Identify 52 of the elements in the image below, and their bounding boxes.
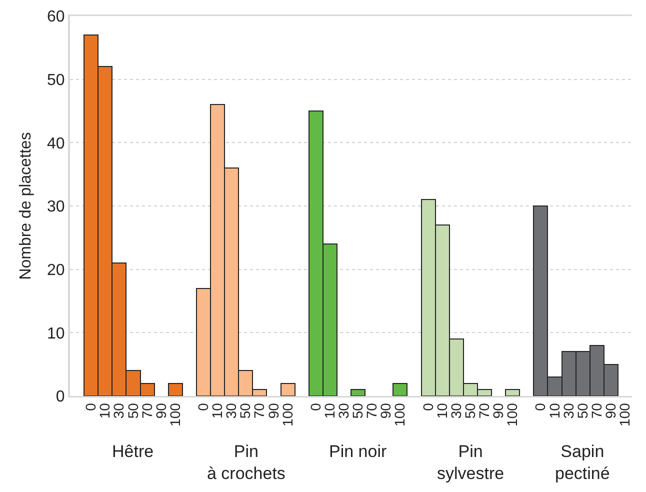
x-tick-label: 30 [110, 402, 127, 419]
x-tick-label: 50 [574, 402, 590, 419]
x-tick-label: 50 [124, 402, 141, 419]
bar [505, 389, 520, 396]
x-tick-label: 100 [616, 402, 633, 426]
x-tick-label: 0 [307, 402, 324, 411]
x-tick-label: 90 [490, 402, 506, 419]
x-tick-label: 10 [434, 402, 450, 419]
text: Hêtre [112, 442, 154, 461]
bar [168, 382, 183, 396]
y-tick-label: 60 [47, 8, 65, 26]
y-tick-label: 20 [47, 262, 65, 279]
x-tick-label: 100 [392, 402, 408, 426]
x-tick-label: 10 [209, 402, 226, 419]
text: Sapin pectiné [555, 442, 610, 484]
x-tick-label: 50 [350, 402, 366, 419]
x-tick-label: 0 [420, 402, 436, 411]
x-tick-label: 30 [336, 402, 352, 419]
x-tick-label: 100 [504, 402, 520, 426]
x-tick-label: 50 [237, 402, 254, 419]
x-tick-label: 100 [166, 402, 183, 426]
x-tick-label: 70 [364, 402, 380, 419]
x-tick-label: 10 [321, 402, 338, 419]
x-tick-label: 90 [602, 402, 618, 419]
x-tick-label: 90 [378, 402, 394, 419]
y-axis-title: Nombre de placettes [17, 132, 34, 280]
x-tick-label: 90 [265, 402, 282, 419]
text: Pin sylvestre [437, 442, 504, 484]
x-tick-label: 70 [476, 402, 492, 419]
bar [280, 382, 296, 396]
y-tick-label: 30 [47, 198, 65, 216]
x-tick-label: 90 [152, 402, 169, 419]
x-tick-label: 70 [588, 402, 604, 419]
y-tick-label: 50 [47, 72, 65, 89]
x-tick-label: 10 [96, 402, 113, 419]
text: Pin noir [329, 442, 387, 461]
x-tick-label: 30 [560, 402, 576, 419]
x-tick-label: 10 [546, 402, 562, 419]
y-tick-label: 40 [47, 135, 65, 152]
bar [350, 389, 366, 396]
bar [392, 382, 408, 396]
x-tick-label: 0 [195, 402, 212, 411]
x-tick-label: 70 [251, 402, 268, 419]
y-tick-label: 10 [47, 325, 65, 342]
x-tick-label: 30 [223, 402, 240, 419]
x-tick-label: 30 [448, 402, 464, 419]
x-tick-label: 100 [279, 402, 296, 426]
text: Pin à crochets [207, 442, 286, 484]
x-tick-label: 0 [82, 402, 99, 411]
x-tick-label: 0 [532, 402, 548, 411]
x-tick-label: 70 [138, 402, 155, 419]
x-tick-label: 50 [462, 402, 478, 419]
